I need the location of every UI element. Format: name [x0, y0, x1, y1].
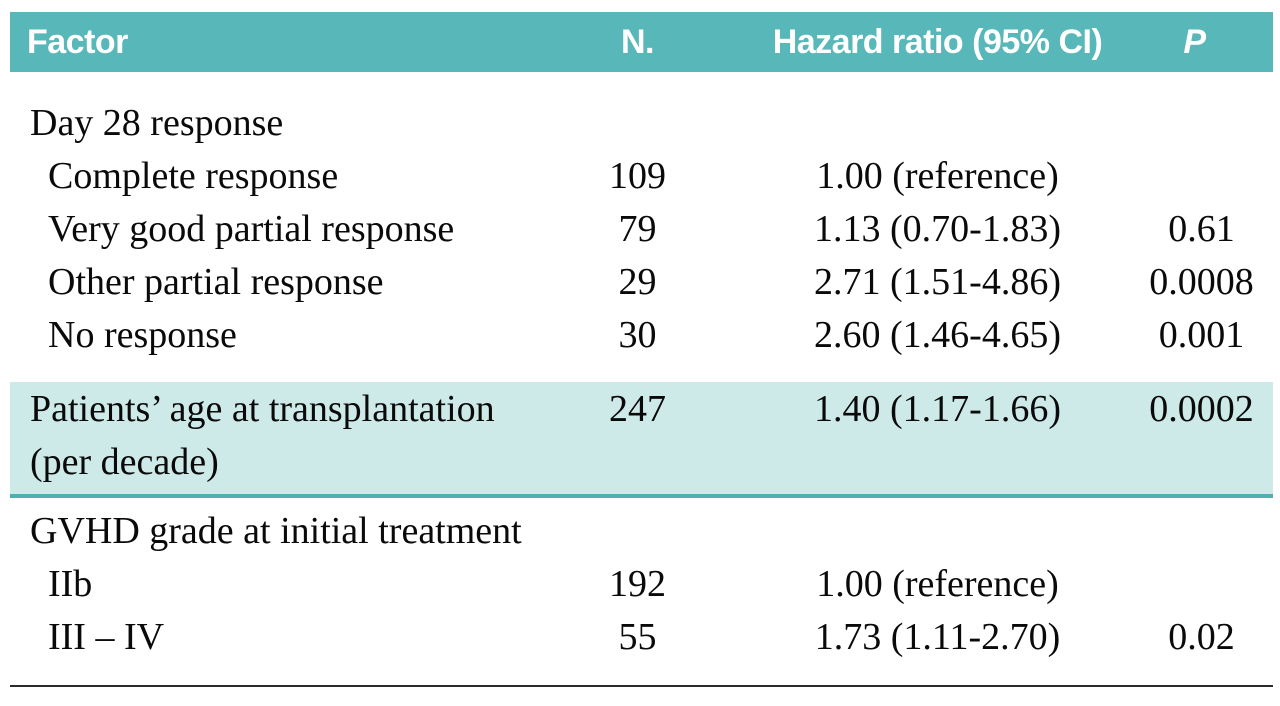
hazard-ratio-cell: 2.60 (1.46-4.65) — [814, 314, 1061, 356]
n-cell: 55 — [618, 616, 657, 658]
n-cell: 192 — [609, 563, 666, 605]
table-row: Other partial response 29 2.71 (1.51-4.8… — [10, 256, 1273, 309]
table-row: Day 28 response — [10, 97, 1273, 150]
table-row: No response 30 2.60 (1.46-4.65) 0.001 — [10, 309, 1273, 362]
n-cell: 29 — [618, 261, 657, 303]
highlighted-section: Patients’ age at transplantation (per dec… — [10, 382, 1273, 498]
column-header-hazard-ratio: Hazard ratio (95% CI) — [772, 22, 1103, 61]
factor-cell: No response — [48, 314, 237, 356]
factor-cell: Patients’ age at transplantation (per dec… — [10, 383, 530, 489]
table-row: III – IV 55 1.73 (1.11-2.70) 0.02 — [10, 611, 1273, 664]
factor-cell: IIb — [48, 563, 93, 605]
factor-cell: Very good partial response — [48, 208, 455, 250]
table-row: GVHD grade at initial treatment — [10, 505, 1273, 558]
table-bottom-rule — [10, 685, 1273, 687]
table-header-row: Factor N. Hazard ratio (95% CI) P — [10, 12, 1273, 72]
n-cell: 30 — [618, 314, 657, 356]
table-row: IIb 192 1.00 (reference) — [10, 558, 1273, 611]
factor-cell-line2: (per decade) — [30, 441, 219, 483]
factor-cell: Day 28 response — [30, 102, 284, 144]
n-cell: 247 — [609, 388, 666, 430]
multivariate-analysis-table: Factor N. Hazard ratio (95% CI) P Day 28… — [10, 12, 1273, 687]
table-section: Day 28 response Complete response 109 1.… — [10, 97, 1273, 362]
n-cell: 109 — [609, 155, 666, 197]
hazard-ratio-cell: 1.00 (reference) — [816, 563, 1059, 605]
table-row: Very good partial response 79 1.13 (0.70… — [10, 203, 1273, 256]
table-body: Day 28 response Complete response 109 1.… — [10, 97, 1273, 664]
hazard-ratio-cell: 1.00 (reference) — [816, 155, 1059, 197]
table-row: Complete response 109 1.00 (reference) — [10, 150, 1273, 203]
p-value-cell: 0.61 — [1168, 208, 1235, 250]
p-value-cell: 0.0008 — [1149, 261, 1254, 303]
column-header-n: N. — [621, 22, 655, 61]
table-section: GVHD grade at initial treatment IIb 192 … — [10, 505, 1273, 664]
column-header-factor: Factor — [27, 22, 128, 61]
hazard-ratio-cell: 1.40 (1.17-1.66) — [814, 388, 1061, 430]
p-value-cell: 0.0002 — [1149, 388, 1254, 430]
factor-cell: GVHD grade at initial treatment — [30, 510, 522, 552]
hazard-ratio-cell: 2.71 (1.51-4.86) — [814, 261, 1061, 303]
p-value-cell: 0.02 — [1168, 616, 1235, 658]
hazard-ratio-cell: 1.73 (1.11-2.70) — [814, 616, 1061, 658]
factor-cell: III – IV — [48, 616, 165, 658]
n-cell: 79 — [618, 208, 657, 250]
factor-cell: Complete response — [48, 155, 339, 197]
hazard-ratio-cell: 1.13 (0.70-1.83) — [814, 208, 1061, 250]
factor-cell: Other partial response — [48, 261, 384, 303]
column-header-p-value: P — [1183, 22, 1206, 61]
p-value-cell: 0.001 — [1158, 314, 1245, 356]
table-row: Patients’ age at transplantation (per dec… — [10, 383, 1273, 489]
